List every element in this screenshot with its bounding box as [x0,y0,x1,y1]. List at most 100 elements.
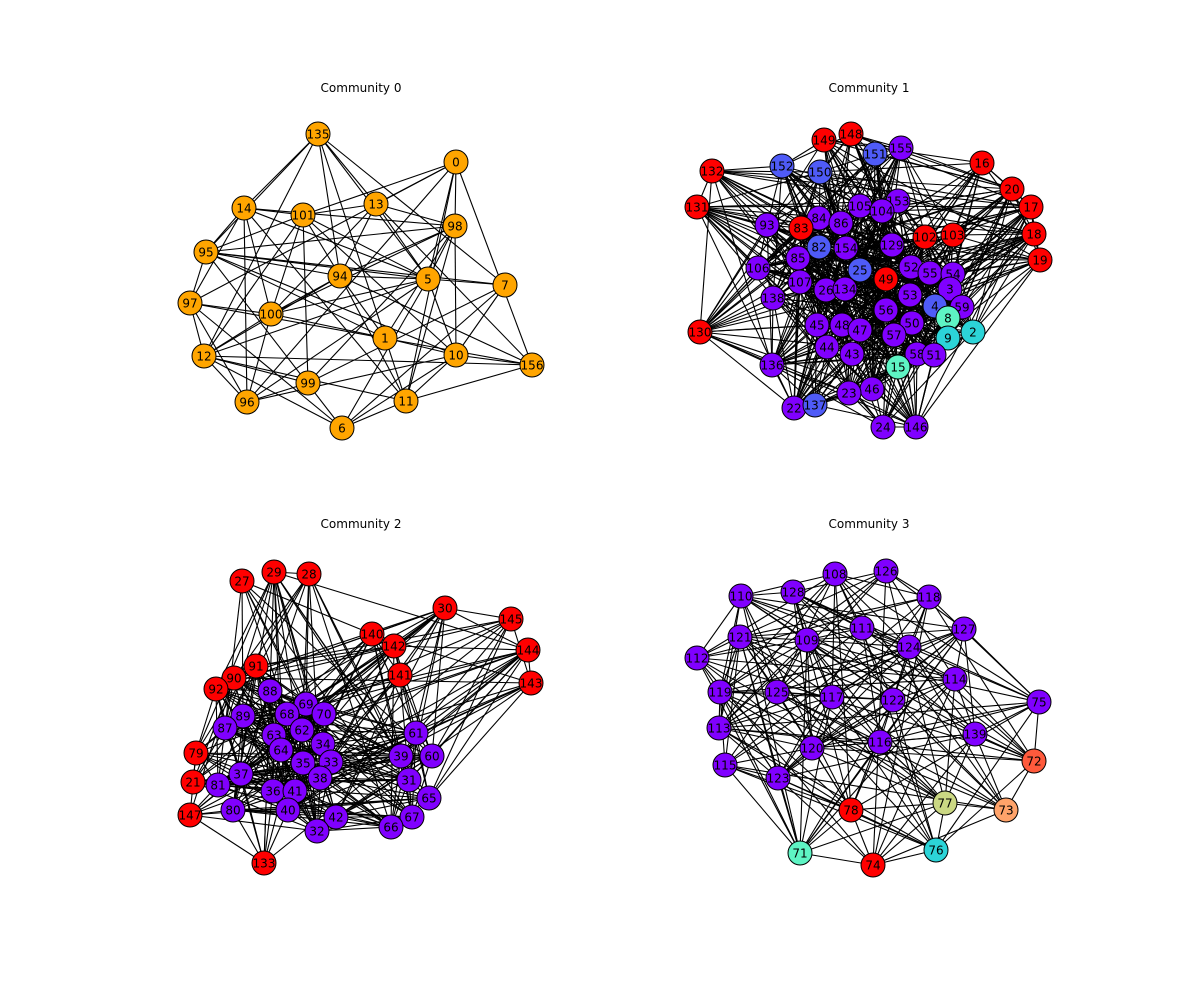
graph-edge [699,331,917,428]
node-circle [937,276,963,302]
graph-node: 19 [1027,247,1053,273]
graph-edge [724,691,778,766]
node-circle [836,380,862,406]
node-label: 95 [198,246,213,260]
node-label: 126 [875,565,898,579]
graph-node: 102 [912,224,938,250]
node-circle [873,297,899,323]
node-circle [807,159,833,185]
graph-edge [696,206,1041,261]
graph-edge [205,251,341,277]
node-circle [969,150,995,176]
node-circle [870,414,896,440]
graph-node: 80 [220,797,246,823]
node-label: 53 [902,289,917,303]
node-label: 64 [273,744,288,758]
graph-edge [814,324,818,406]
graph-node: 57 [881,322,907,348]
graph-node: 142 [381,633,407,659]
graph-edge [711,170,773,366]
node-label: 41 [287,785,302,799]
node-label: 60 [424,750,439,764]
panel-title: Community 0 [321,81,402,95]
graph-edge [393,645,417,734]
node-circle [707,679,733,705]
graph-node: 124 [896,634,922,660]
graph-node: 11 [393,388,419,414]
graph-edge [777,777,874,866]
graph-edge [792,591,813,749]
node-label: 91 [248,660,263,674]
graph-edge [699,297,774,333]
node-label: 61 [408,727,423,741]
node-label: 114 [944,673,967,687]
graph-edge [799,741,881,854]
node-circle [787,840,813,866]
graph-node: 28 [296,561,322,587]
graph-edge [341,284,506,429]
graph-node: 139 [962,721,988,747]
node-circle [811,127,837,153]
graph-edge [879,741,937,851]
graph-node: 24 [870,414,896,440]
graph-node: 156 [519,352,545,378]
node-label: 39 [393,750,408,764]
graph-node: 74 [860,852,886,878]
graph-edge [771,281,801,366]
graph-node: 23 [836,380,862,406]
graph-edge [724,636,741,766]
node-label: 134 [834,283,857,297]
node-label: 47 [852,324,867,338]
node-label: 121 [729,631,752,645]
node-label: 127 [953,623,976,637]
graph-edge [302,214,457,356]
graph-node: 67 [399,804,425,830]
node-layer: 149 148 155 152 151 132 150 16 20 131 15 3 105 104 17 8… [684,121,1053,440]
graph-node: 148 [838,121,864,147]
graph-node: 125 [764,679,790,705]
node-circle [727,624,753,650]
graph-edge [811,747,1035,762]
node-circle [912,224,938,250]
node-label: 151 [864,148,887,162]
node-circle [311,701,337,727]
node-circle [378,814,404,840]
graph-edge [330,618,512,763]
graph-edge [302,214,429,280]
graph-edge [910,266,918,355]
node-label: 71 [792,847,807,861]
node-circle [869,198,895,224]
node-label: 100 [260,308,283,322]
node-label: 97 [182,297,197,311]
graph-node: 76 [923,837,949,863]
node-label: 119 [709,686,732,700]
graph-edge [771,353,853,366]
graph-edge [718,701,1040,729]
node-label: 144 [517,644,540,658]
graph-edge [215,618,512,690]
graph-edge [696,639,808,659]
node-circle [515,637,541,663]
graph-node: 114 [942,666,968,692]
node-label: 24 [875,421,890,435]
node-label: 55 [922,267,937,281]
graph-edge [724,764,801,854]
graph-edge [203,313,272,357]
node-circle [498,606,524,632]
node-label: 25 [852,264,867,278]
graph-node: 25 [847,257,873,283]
graph-node: 71 [787,840,813,866]
node-circle [687,319,713,345]
graph-node: 119 [707,679,733,705]
node-label: 85 [790,252,805,266]
node-label: 92 [208,683,223,697]
node-label: 76 [928,844,943,858]
graph-edge [427,278,506,286]
node-label: 30 [437,602,452,616]
node-circle [268,737,294,763]
graph-edge [771,364,884,428]
graph-node: 44 [814,334,840,360]
node-circle [492,272,518,298]
